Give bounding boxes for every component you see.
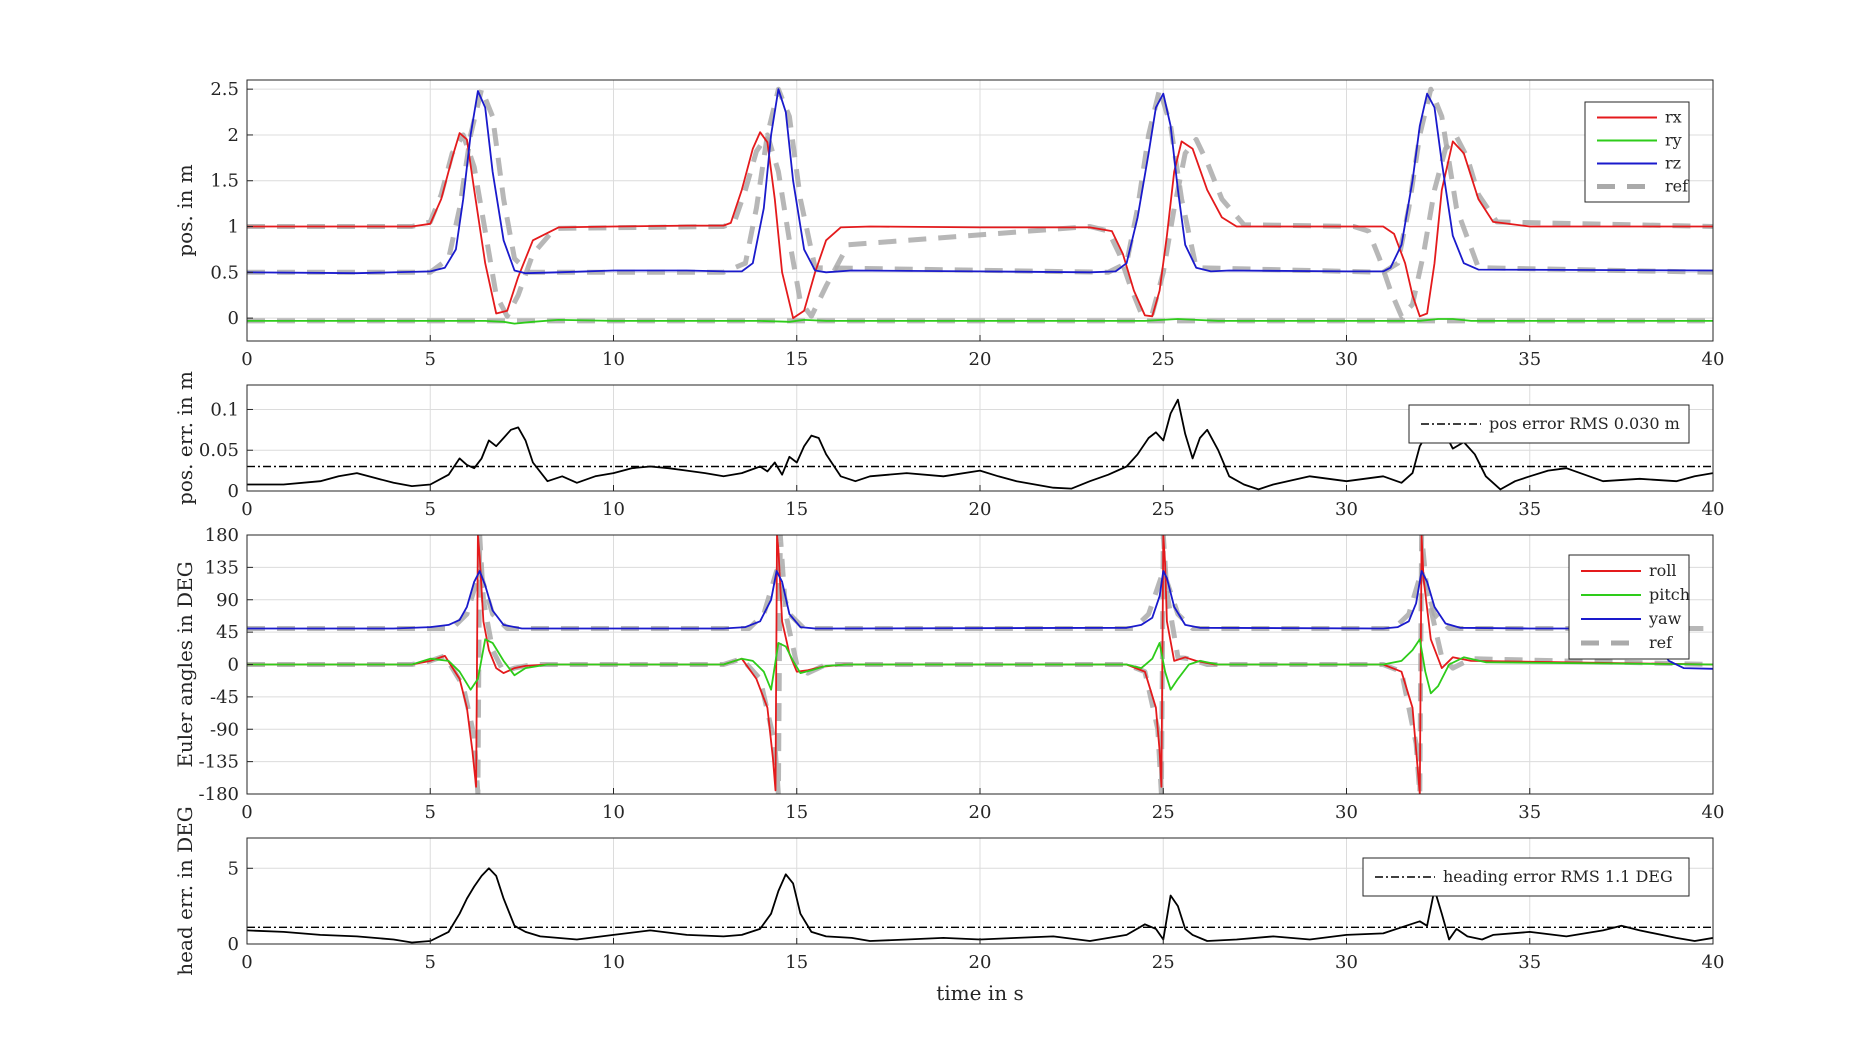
y-tick-label: -45 bbox=[210, 687, 239, 708]
plot-area bbox=[247, 535, 1713, 794]
x-tick-label: 35 bbox=[1518, 952, 1541, 973]
series-line-rx bbox=[247, 131, 1713, 320]
x-tick-label: 35 bbox=[1518, 802, 1541, 823]
x-tick-label: 0 bbox=[241, 952, 252, 973]
x-tick-label: 15 bbox=[785, 499, 808, 520]
legend: rx ry rz ref bbox=[1584, 101, 1690, 203]
y-tick-label: 180 bbox=[205, 525, 239, 546]
panel-euler-angles: 0 5 10 15 20 25 30 35 40 -180 -135 -90 -45 0 45 90 135 18… bbox=[173, 525, 1724, 823]
y-axis-label: head err. in DEG bbox=[173, 806, 197, 976]
x-tick-label: 25 bbox=[1152, 499, 1175, 520]
legend: pos error RMS 0.030 m bbox=[1408, 404, 1690, 444]
x-tick-label: 40 bbox=[1702, 499, 1725, 520]
x-tick-label: 20 bbox=[969, 952, 992, 973]
legend: heading error RMS 1.1 DEG bbox=[1362, 857, 1690, 897]
x-tick-label: 40 bbox=[1702, 802, 1725, 823]
x-tick-label: 10 bbox=[602, 802, 625, 823]
legend-label: ref bbox=[1665, 177, 1689, 196]
y-axis-label: pos. in m bbox=[173, 164, 197, 256]
x-tick-label: 30 bbox=[1335, 952, 1358, 973]
y-tick-label: 0.1 bbox=[210, 399, 239, 420]
panel-position-error: 0 5 10 15 20 25 30 35 40 0 0.05 0.1 pos. err. in m po… bbox=[173, 371, 1724, 520]
legend-label: pitch bbox=[1649, 585, 1690, 604]
y-tick-label: 5 bbox=[228, 858, 239, 879]
y-tick-label: 135 bbox=[205, 557, 239, 578]
y-tick-label: 0.05 bbox=[199, 440, 239, 461]
x-tick-label: 5 bbox=[425, 802, 436, 823]
y-axis-label: Euler angles in DEG bbox=[173, 561, 197, 767]
x-tick-label: 20 bbox=[969, 802, 992, 823]
legend-label: ry bbox=[1665, 131, 1682, 150]
legend-label: pos error RMS 0.030 m bbox=[1489, 414, 1680, 433]
plot-area bbox=[247, 867, 1713, 944]
y-tick-label: -135 bbox=[199, 752, 239, 773]
legend-label: yaw bbox=[1648, 609, 1682, 628]
y-tick-label: -90 bbox=[210, 719, 239, 740]
x-tick-label: 0 bbox=[241, 802, 252, 823]
x-axis-label: time in s bbox=[936, 981, 1024, 1005]
x-tick-label: 25 bbox=[1152, 349, 1175, 370]
x-tick-label: 35 bbox=[1518, 499, 1541, 520]
y-tick-label: 0 bbox=[228, 655, 239, 676]
plot-area bbox=[247, 86, 1713, 325]
x-tick-label: 15 bbox=[785, 802, 808, 823]
series-line-pitch bbox=[247, 638, 1713, 695]
legend-label: roll bbox=[1649, 561, 1677, 580]
y-tick-label: 45 bbox=[216, 622, 239, 643]
x-tick-label: 40 bbox=[1702, 952, 1725, 973]
series-line-roll bbox=[247, 535, 1713, 794]
y-tick-label: 2 bbox=[228, 125, 239, 146]
x-tick-label: 25 bbox=[1152, 952, 1175, 973]
panel-heading-error: 0 5 10 15 20 25 30 35 40 0 5 head err. in DEG time i… bbox=[173, 806, 1724, 1005]
y-tick-label: 2.5 bbox=[210, 79, 239, 100]
legend-label: ref bbox=[1649, 633, 1673, 652]
legend-box bbox=[1362, 857, 1690, 897]
y-tick-label: 0 bbox=[228, 934, 239, 955]
y-tick-label: 1.5 bbox=[210, 171, 239, 192]
x-tick-label: 20 bbox=[969, 499, 992, 520]
x-tick-label: 10 bbox=[602, 952, 625, 973]
x-tick-label: 5 bbox=[425, 952, 436, 973]
legend-label: rx bbox=[1665, 108, 1682, 127]
x-tick-label: 0 bbox=[241, 349, 252, 370]
x-tick-label: 10 bbox=[602, 349, 625, 370]
x-tick-label: 40 bbox=[1702, 349, 1725, 370]
x-tick-label: 25 bbox=[1152, 802, 1175, 823]
x-tick-label: 0 bbox=[241, 499, 252, 520]
x-tick-label: 20 bbox=[969, 349, 992, 370]
y-tick-label: 1 bbox=[228, 217, 239, 238]
series-line-ry bbox=[247, 318, 1713, 325]
x-tick-label: 15 bbox=[785, 952, 808, 973]
y-axis-label: pos. err. in m bbox=[173, 371, 197, 505]
y-tick-label: 0 bbox=[228, 481, 239, 502]
legend-label: rz bbox=[1665, 154, 1681, 173]
legend: roll pitch yaw ref bbox=[1568, 554, 1690, 660]
y-tick-label: 0 bbox=[228, 308, 239, 329]
series-line-trace bbox=[247, 867, 1713, 944]
legend-label: heading error RMS 1.1 DEG bbox=[1443, 867, 1673, 886]
y-tick-label: 90 bbox=[216, 590, 239, 611]
x-tick-label: 5 bbox=[425, 349, 436, 370]
x-tick-label: 30 bbox=[1335, 802, 1358, 823]
x-tick-label: 5 bbox=[425, 499, 436, 520]
series-line-rz bbox=[247, 88, 1713, 275]
y-tick-label: -180 bbox=[199, 784, 239, 805]
x-tick-label: 30 bbox=[1335, 499, 1358, 520]
x-tick-label: 15 bbox=[785, 349, 808, 370]
series-line-yaw bbox=[247, 570, 1713, 670]
x-tick-label: 30 bbox=[1335, 349, 1358, 370]
x-tick-label: 10 bbox=[602, 499, 625, 520]
y-tick-label: 0.5 bbox=[210, 262, 239, 283]
x-tick-label: 35 bbox=[1518, 349, 1541, 370]
